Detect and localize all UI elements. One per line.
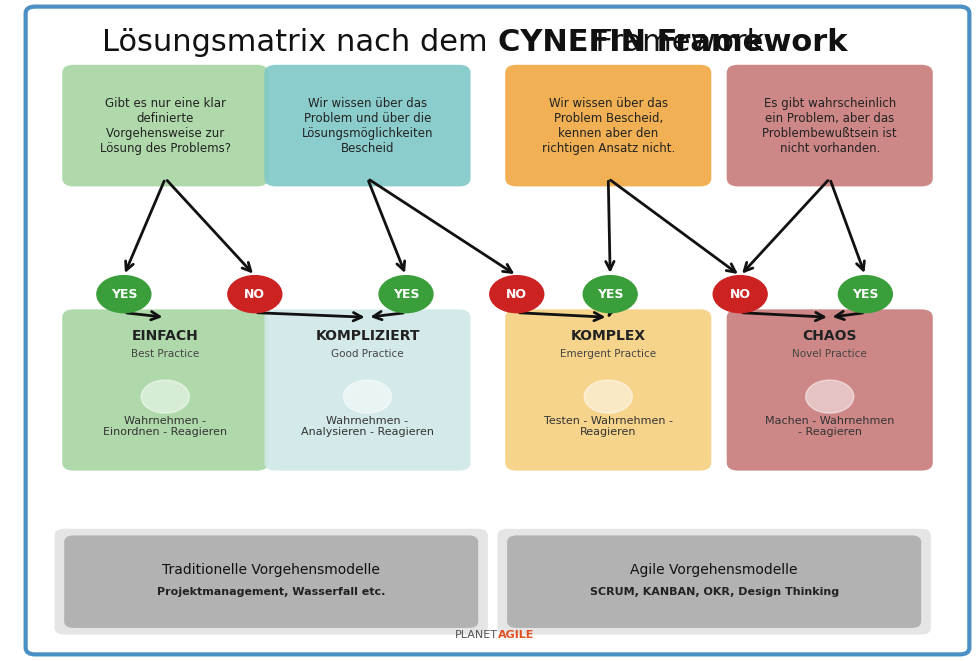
Text: Wahrnehmen -
Einordnen - Reagieren: Wahrnehmen - Einordnen - Reagieren [103,416,227,437]
FancyBboxPatch shape [25,7,968,654]
Text: KOMPLIZIERT: KOMPLIZIERT [315,329,420,343]
Text: NO: NO [506,288,527,301]
Text: YES: YES [392,288,419,301]
Text: Wahrnehmen -
Analysieren - Reagieren: Wahrnehmen - Analysieren - Reagieren [300,416,433,437]
Text: SCRUM, KANBAN, OKR, Design Thinking: SCRUM, KANBAN, OKR, Design Thinking [589,586,838,597]
Text: YES: YES [111,288,137,301]
Text: CHAOS: CHAOS [802,329,856,343]
Text: Emergent Practice: Emergent Practice [559,348,655,359]
FancyBboxPatch shape [505,309,711,471]
FancyBboxPatch shape [264,309,470,471]
Text: YES: YES [597,288,623,301]
FancyBboxPatch shape [726,309,932,471]
Text: Machen - Wahrnehmen
- Reagieren: Machen - Wahrnehmen - Reagieren [764,416,894,437]
Text: NO: NO [729,288,750,301]
Text: Testen - Wahrnehmen -
Reagieren: Testen - Wahrnehmen - Reagieren [543,416,672,437]
FancyBboxPatch shape [55,529,487,635]
Text: Framework: Framework [497,28,763,58]
Text: Agile Vorgehensmodelle: Agile Vorgehensmodelle [630,563,797,577]
Text: EINFACH: EINFACH [132,329,199,343]
Circle shape [713,276,767,313]
Text: Wir wissen über das
Problem Bescheid,
kennen aber den
richtigen Ansatz nicht.: Wir wissen über das Problem Bescheid, ke… [541,97,674,155]
FancyBboxPatch shape [497,529,930,635]
Text: Traditionelle Vorgehensmodelle: Traditionelle Vorgehensmodelle [162,563,379,577]
Text: Es gibt wahrscheinlich
ein Problem, aber das
Problembewußtsein ist
nicht vorhand: Es gibt wahrscheinlich ein Problem, aber… [762,97,896,155]
Circle shape [837,276,891,313]
FancyBboxPatch shape [63,65,268,186]
FancyBboxPatch shape [264,65,470,186]
Text: AGILE: AGILE [497,629,533,640]
Circle shape [584,380,632,413]
Circle shape [97,276,151,313]
Circle shape [343,380,391,413]
Text: CYNEFIN Framework: CYNEFIN Framework [497,28,846,58]
Circle shape [228,276,282,313]
Circle shape [583,276,637,313]
FancyBboxPatch shape [63,309,268,471]
Circle shape [489,276,543,313]
Text: PLANET: PLANET [454,629,497,640]
Text: Lösungsmatrix nach dem: Lösungsmatrix nach dem [102,28,497,58]
Text: KOMPLEX: KOMPLEX [570,329,645,343]
FancyBboxPatch shape [65,535,478,628]
Text: Gibt es nur eine klar
definierte
Vorgehensweise zur
Lösung des Problems?: Gibt es nur eine klar definierte Vorgehe… [100,97,231,155]
FancyBboxPatch shape [726,65,932,186]
Text: Wir wissen über das
Problem und über die
Lösungsmöglichkeiten
Bescheid: Wir wissen über das Problem und über die… [301,97,433,155]
Circle shape [378,276,432,313]
FancyBboxPatch shape [507,535,920,628]
Text: Projektmanagement, Wasserfall etc.: Projektmanagement, Wasserfall etc. [156,586,385,597]
Circle shape [805,380,853,413]
FancyBboxPatch shape [505,65,711,186]
Text: Best Practice: Best Practice [131,348,200,359]
Text: Good Practice: Good Practice [331,348,403,359]
Circle shape [141,380,189,413]
Text: NO: NO [244,288,265,301]
Text: Novel Practice: Novel Practice [791,348,867,359]
Text: YES: YES [851,288,877,301]
